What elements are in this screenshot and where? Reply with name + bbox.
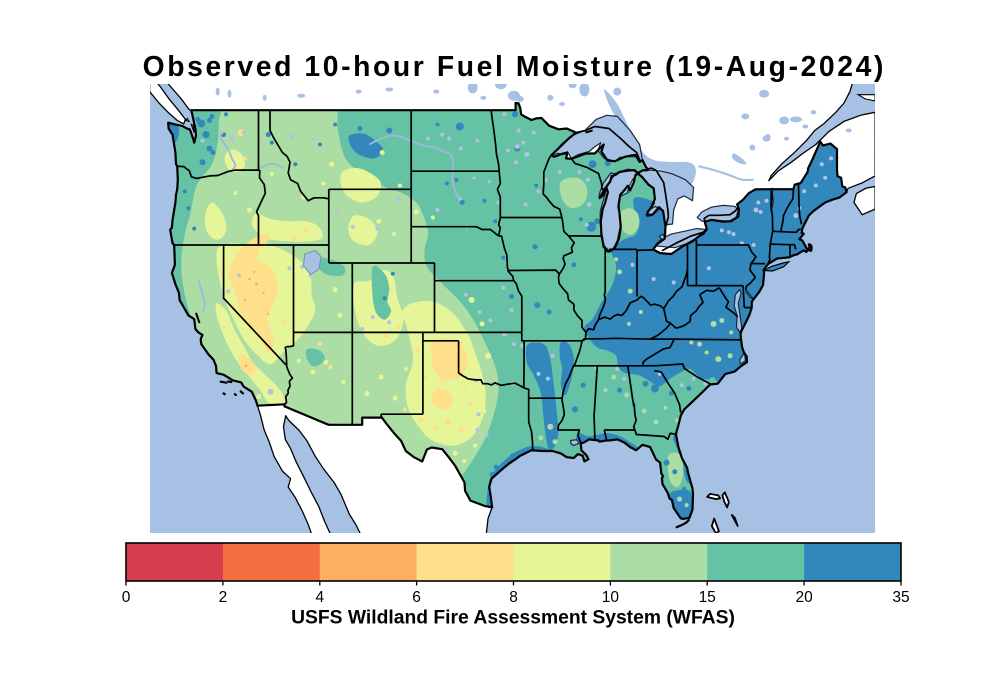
svg-text:Observed 10-hour Fuel Moisture: Observed 10-hour Fuel Moisture (19-Aug-2… bbox=[143, 50, 886, 82]
svg-text:35: 35 bbox=[892, 589, 909, 606]
svg-text:10: 10 bbox=[602, 589, 620, 606]
svg-text:8: 8 bbox=[509, 589, 518, 606]
svg-text:USFS Wildland Fire Assessment: USFS Wildland Fire Assessment System (WF… bbox=[291, 608, 735, 629]
svg-text:6: 6 bbox=[412, 589, 421, 606]
svg-text:4: 4 bbox=[315, 589, 324, 606]
svg-text:0: 0 bbox=[122, 589, 131, 606]
svg-text:20: 20 bbox=[795, 589, 813, 606]
svg-text:2: 2 bbox=[219, 589, 228, 606]
svg-text:15: 15 bbox=[699, 589, 716, 606]
